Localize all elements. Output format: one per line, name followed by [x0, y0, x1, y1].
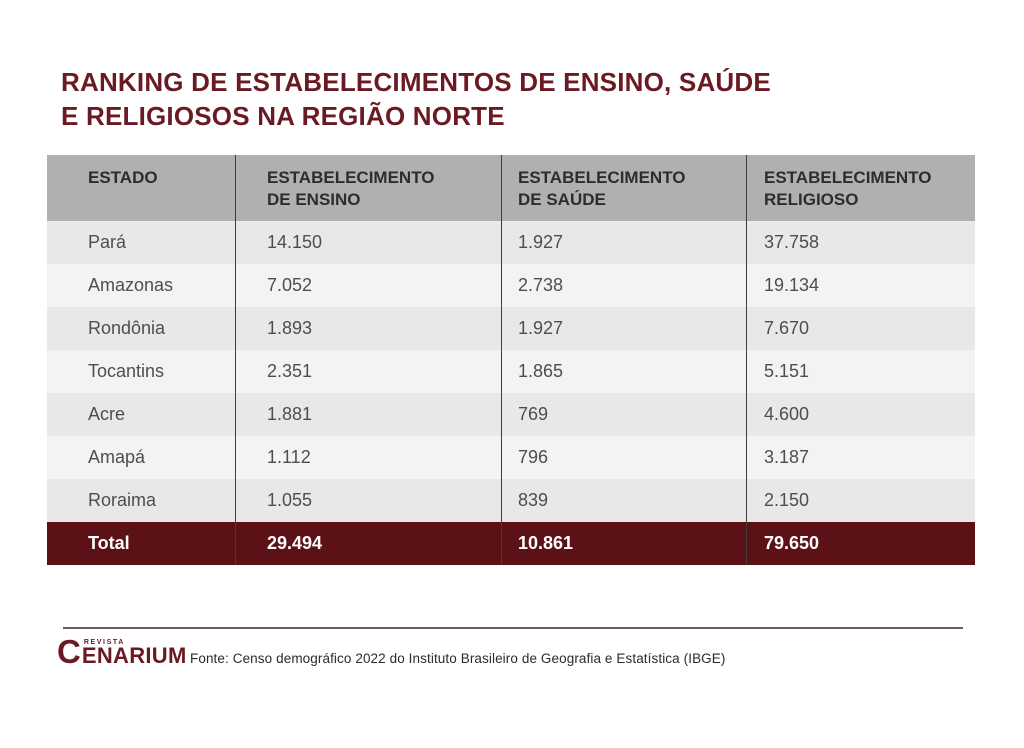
value-cell: 1.893 — [235, 307, 501, 350]
column-header: ESTADO — [47, 155, 235, 221]
value-cell: 1.927 — [501, 221, 746, 264]
table-row: Acre 1.881 769 4.600 — [47, 393, 975, 436]
state-cell: Acre — [47, 393, 235, 436]
table-row: Pará 14.150 1.927 37.758 — [47, 221, 975, 264]
value-cell: 839 — [501, 479, 746, 522]
value-cell: 14.150 — [235, 221, 501, 264]
cenarium-logo: C REVISTA ENARIUM — [57, 633, 187, 671]
value-cell: 5.151 — [746, 350, 975, 393]
value-cell: 7.670 — [746, 307, 975, 350]
value-cell-total: 79.650 — [746, 522, 975, 565]
column-header: ESTABELECIMENTO DE ENSINO — [235, 155, 501, 221]
logo-revista-text: REVISTA — [83, 639, 125, 646]
value-cell: 19.134 — [746, 264, 975, 307]
logo-letter-c: C — [57, 633, 81, 671]
value-cell: 769 — [501, 393, 746, 436]
table-row: Rondônia 1.893 1.927 7.670 — [47, 307, 975, 350]
state-cell: Amapá — [47, 436, 235, 479]
column-header: ESTABELECIMENTO DE SAÚDE — [501, 155, 746, 221]
value-cell: 1.865 — [501, 350, 746, 393]
table-header-row: ESTADO ESTABELECIMENTO DE ENSINO ESTABELEC… — [47, 155, 975, 221]
value-cell: 796 — [501, 436, 746, 479]
ranking-table: ESTADO ESTABELECIMENTO DE ENSINO ESTABELEC… — [47, 155, 975, 565]
state-cell-total: Total — [47, 522, 235, 565]
value-cell-total: 10.861 — [501, 522, 746, 565]
table-row: Amapá 1.112 796 3.187 — [47, 436, 975, 479]
source-text: Fonte: Censo demográfico 2022 do Institu… — [190, 651, 726, 666]
value-cell: 4.600 — [746, 393, 975, 436]
state-cell: Roraima — [47, 479, 235, 522]
page-title-line2: E RELIGIOSOS NA REGIÃO NORTE — [61, 101, 505, 132]
value-cell: 1.055 — [235, 479, 501, 522]
value-cell: 37.758 — [746, 221, 975, 264]
table-body: Pará 14.150 1.927 37.758 Amazonas 7.052 2.738 1… — [47, 221, 975, 522]
state-cell: Amazonas — [47, 264, 235, 307]
state-cell: Rondônia — [47, 307, 235, 350]
value-cell: 2.351 — [235, 350, 501, 393]
table-row: Tocantins 2.351 1.865 5.151 — [47, 350, 975, 393]
table-total-row: Total 29.494 10.861 79.650 — [47, 522, 975, 565]
value-cell: 1.881 — [235, 393, 501, 436]
column-header: ESTABELECIMENTO RELIGIOSO — [746, 155, 975, 221]
value-cell-total: 29.494 — [235, 522, 501, 565]
value-cell: 1.927 — [501, 307, 746, 350]
logo-right-block: REVISTA ENARIUM — [81, 639, 187, 668]
value-cell: 3.187 — [746, 436, 975, 479]
table-row: Amazonas 7.052 2.738 19.134 — [47, 264, 975, 307]
table-row: Roraima 1.055 839 2.150 — [47, 479, 975, 522]
value-cell: 1.112 — [235, 436, 501, 479]
value-cell: 2.150 — [746, 479, 975, 522]
state-cell: Tocantins — [47, 350, 235, 393]
page-title: RANKING DE ESTABELECIMENTOS DE ENSINO, S… — [61, 65, 941, 133]
value-cell: 7.052 — [235, 264, 501, 307]
logo-cenarium-text: ENARIUM — [81, 643, 187, 668]
value-cell: 2.738 — [501, 264, 746, 307]
footer-divider-line — [63, 627, 963, 629]
state-cell: Pará — [47, 221, 235, 264]
page-title-line1: RANKING DE ESTABELECIMENTOS DE ENSINO, S… — [61, 67, 771, 98]
